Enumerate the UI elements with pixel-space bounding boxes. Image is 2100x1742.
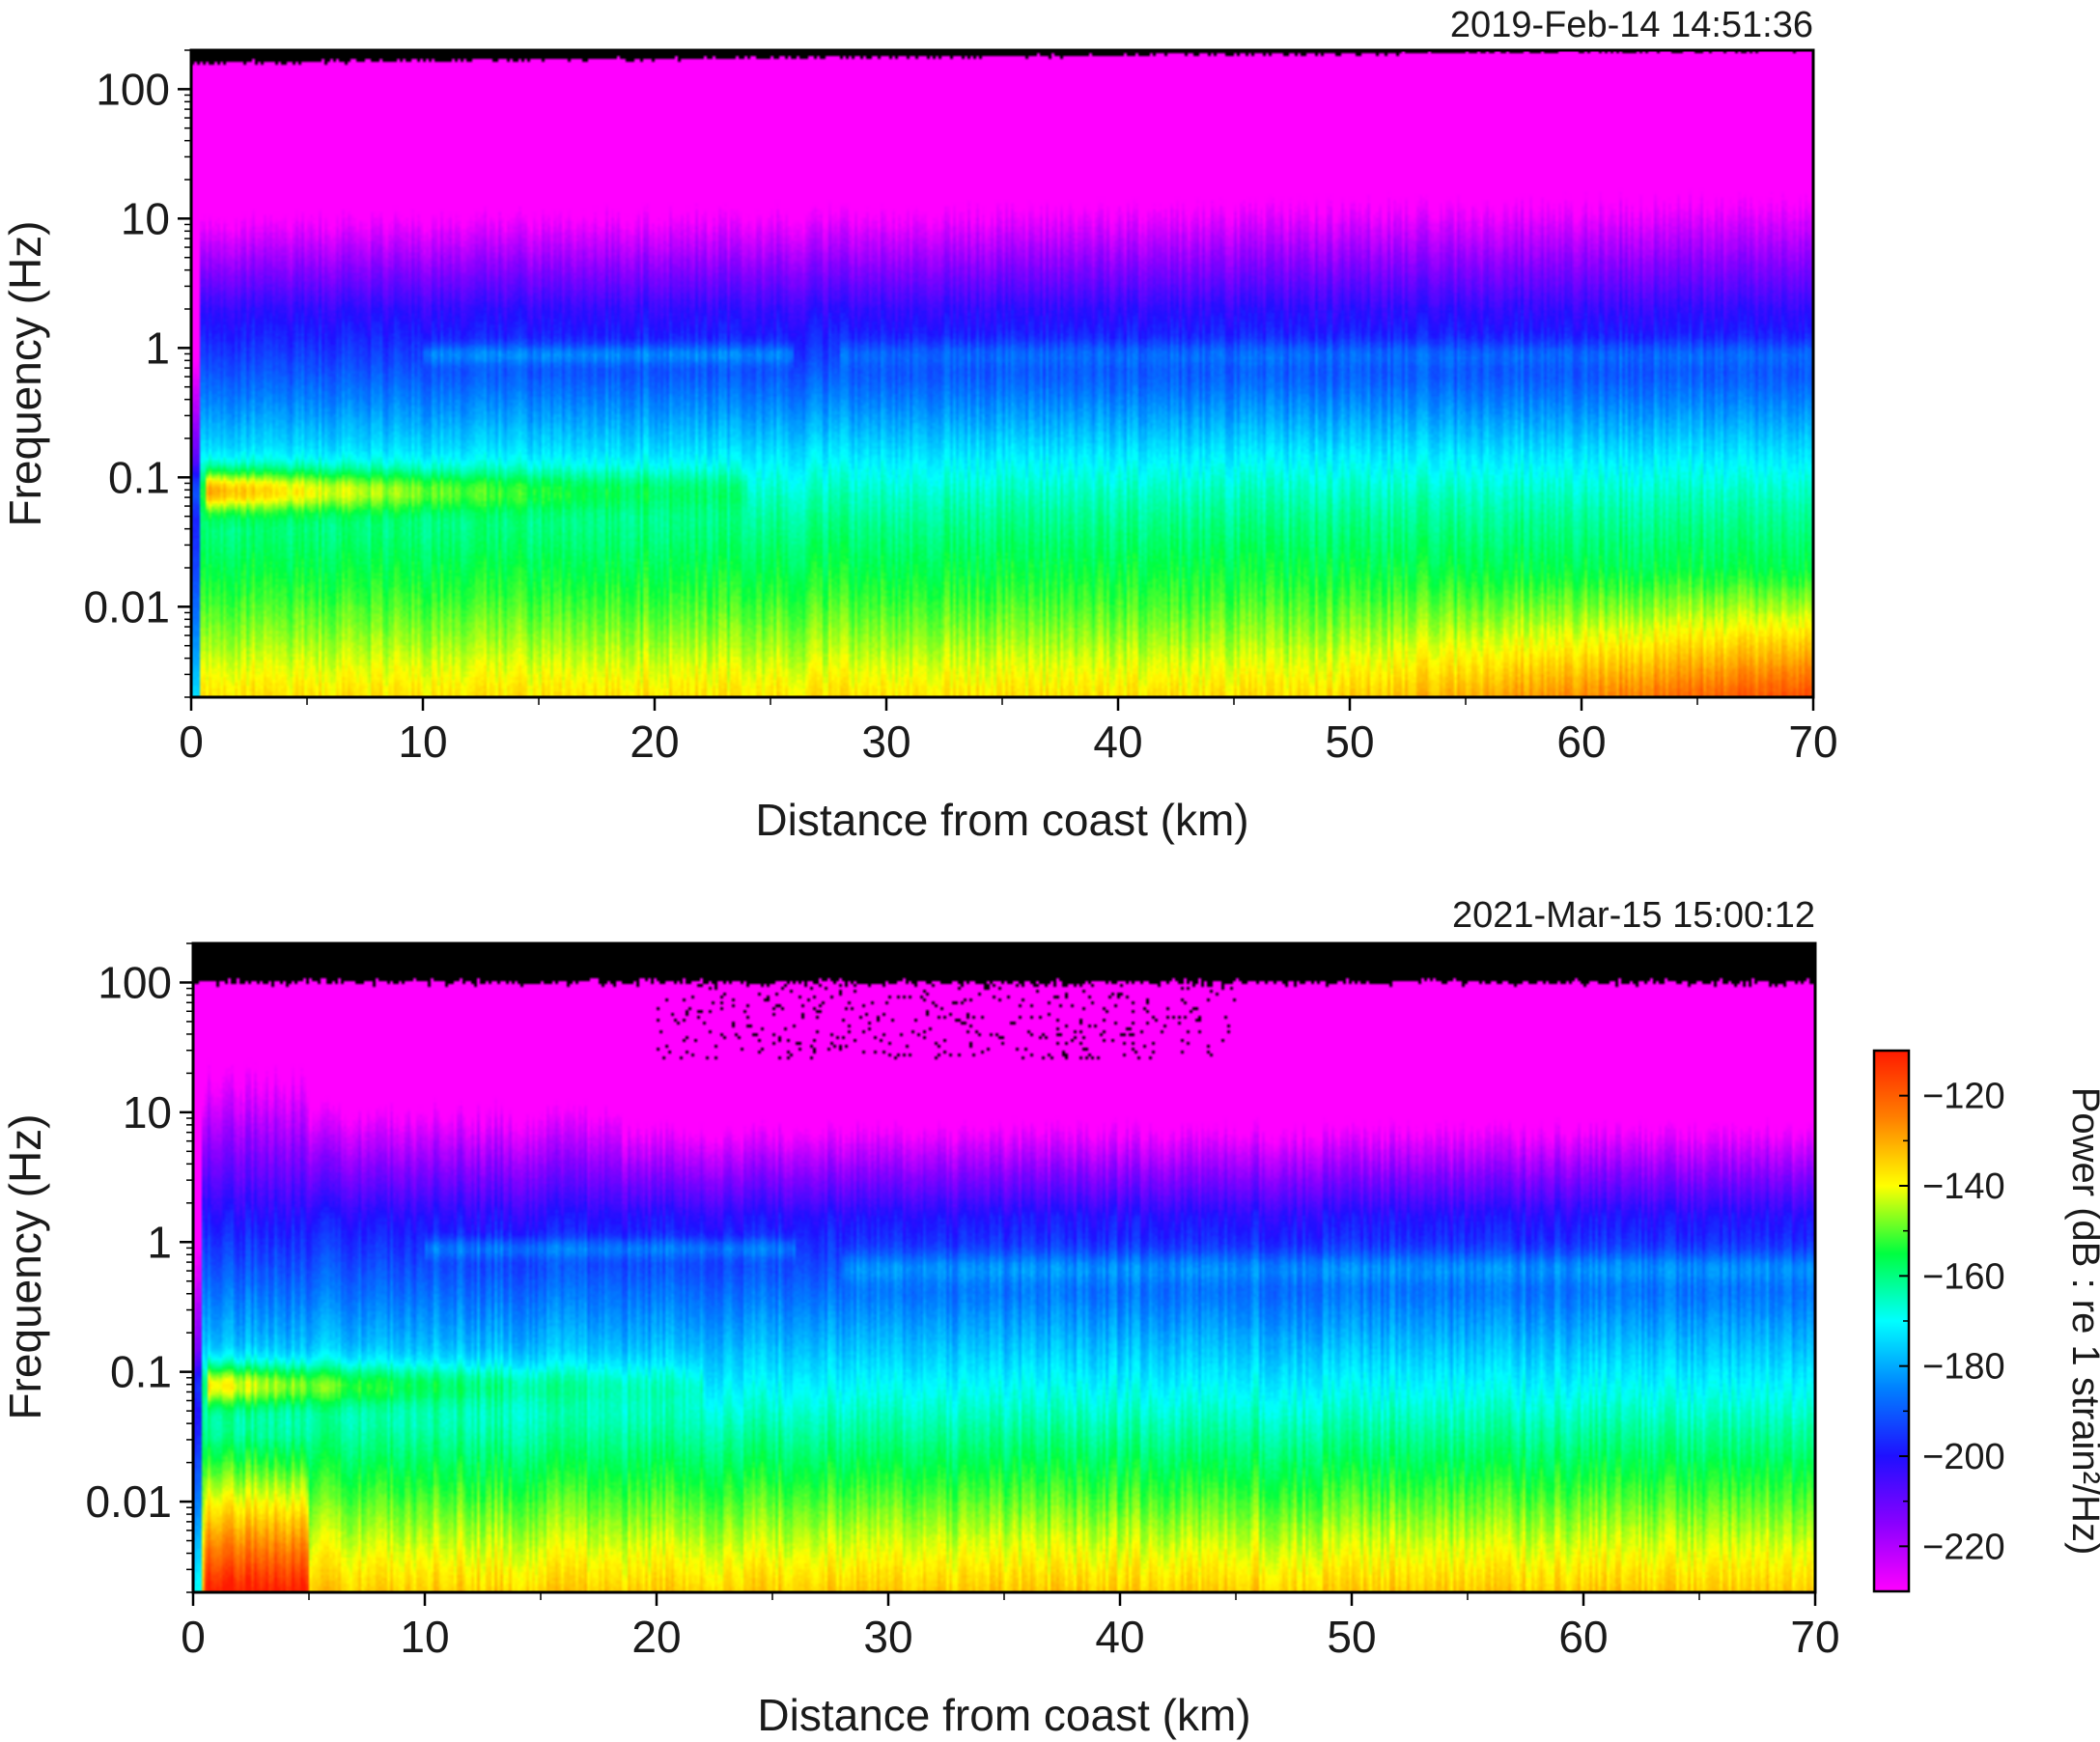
x-tick-label: 10 bbox=[398, 716, 447, 767]
x-tick-label: 30 bbox=[861, 716, 910, 767]
x-tick-label: 0 bbox=[181, 1612, 206, 1662]
x-tick-label: 40 bbox=[1095, 1612, 1144, 1662]
x-tick-label: 20 bbox=[630, 716, 679, 767]
x-tick-label: 70 bbox=[1790, 1612, 1839, 1662]
x-tick-label: 50 bbox=[1327, 1612, 1376, 1662]
x-tick-label: 20 bbox=[631, 1612, 681, 1662]
colorbar-tick-label: −120 bbox=[1922, 1077, 2005, 1117]
panel-2019: 2019-Feb-14 14:51:36 100 10 1 0.1 0.01 0 10 20… bbox=[0, 5, 1838, 845]
colorbar-label: Power (dB : re 1 strain²/Hz) bbox=[2064, 1087, 2100, 1556]
y-tick-label: 100 bbox=[98, 957, 172, 1007]
y-tick-label: 1 bbox=[145, 323, 170, 373]
y-axis: 100 10 1 0.1 0.01 bbox=[85, 942, 193, 1593]
spectrogram-plot-area bbox=[189, 48, 1815, 699]
y-axis-label: Frequency (Hz) bbox=[0, 1114, 50, 1420]
panel-2021: 2021-Mar-15 15:00:12 100 10 1 0.1 0.01 0 10 20… bbox=[0, 895, 1840, 1740]
y-axis: 100 10 1 0.1 0.01 bbox=[83, 49, 191, 698]
colorbar: −120 −140 −160 −180 −200 −220 Power (dB : re … bbox=[1872, 1049, 2100, 1593]
x-tick-label: 60 bbox=[1556, 716, 1606, 767]
y-tick-label: 10 bbox=[121, 193, 170, 243]
y-tick-label: 0.1 bbox=[108, 452, 170, 502]
spectrogram-image bbox=[193, 943, 1815, 1592]
x-axis: 0 10 20 30 40 50 60 70 bbox=[179, 697, 1838, 767]
x-tick-label: 70 bbox=[1788, 716, 1837, 767]
x-axis-label: Distance from coast (km) bbox=[757, 1690, 1250, 1740]
y-tick-label: 0.01 bbox=[85, 1476, 172, 1527]
y-tick-label: 0.01 bbox=[83, 581, 170, 632]
colorbar-tick-label: −180 bbox=[1922, 1347, 2005, 1388]
y-tick-label: 10 bbox=[123, 1087, 172, 1138]
colorbar-tick-label: −140 bbox=[1922, 1166, 2005, 1207]
y-tick-label: 100 bbox=[96, 64, 170, 114]
x-axis: 0 10 20 30 40 50 60 70 bbox=[181, 1592, 1840, 1662]
y-axis-label: Frequency (Hz) bbox=[0, 221, 50, 527]
y-tick-label: 0.1 bbox=[110, 1347, 172, 1397]
spectrogram-plot-area bbox=[191, 941, 1817, 1594]
panel-timestamp: 2019-Feb-14 14:51:36 bbox=[1450, 5, 1813, 45]
x-tick-label: 10 bbox=[400, 1612, 449, 1662]
panel-timestamp: 2021-Mar-15 15:00:12 bbox=[1452, 895, 1815, 936]
colorbar-ticks: −120 −140 −160 −180 −200 −220 bbox=[1899, 1050, 2005, 1592]
x-tick-label: 30 bbox=[863, 1612, 912, 1662]
y-tick-label: 1 bbox=[147, 1217, 172, 1267]
x-tick-label: 40 bbox=[1093, 716, 1142, 767]
colorbar-tick-label: −220 bbox=[1922, 1527, 2005, 1567]
x-tick-label: 60 bbox=[1558, 1612, 1608, 1662]
x-tick-label: 0 bbox=[179, 716, 204, 767]
colorbar-tick-label: −200 bbox=[1922, 1437, 2005, 1477]
spectrogram-image bbox=[191, 50, 1813, 697]
x-tick-label: 50 bbox=[1325, 716, 1374, 767]
x-axis-label: Distance from coast (km) bbox=[755, 795, 1248, 845]
colorbar-tick-label: −160 bbox=[1922, 1256, 2005, 1297]
